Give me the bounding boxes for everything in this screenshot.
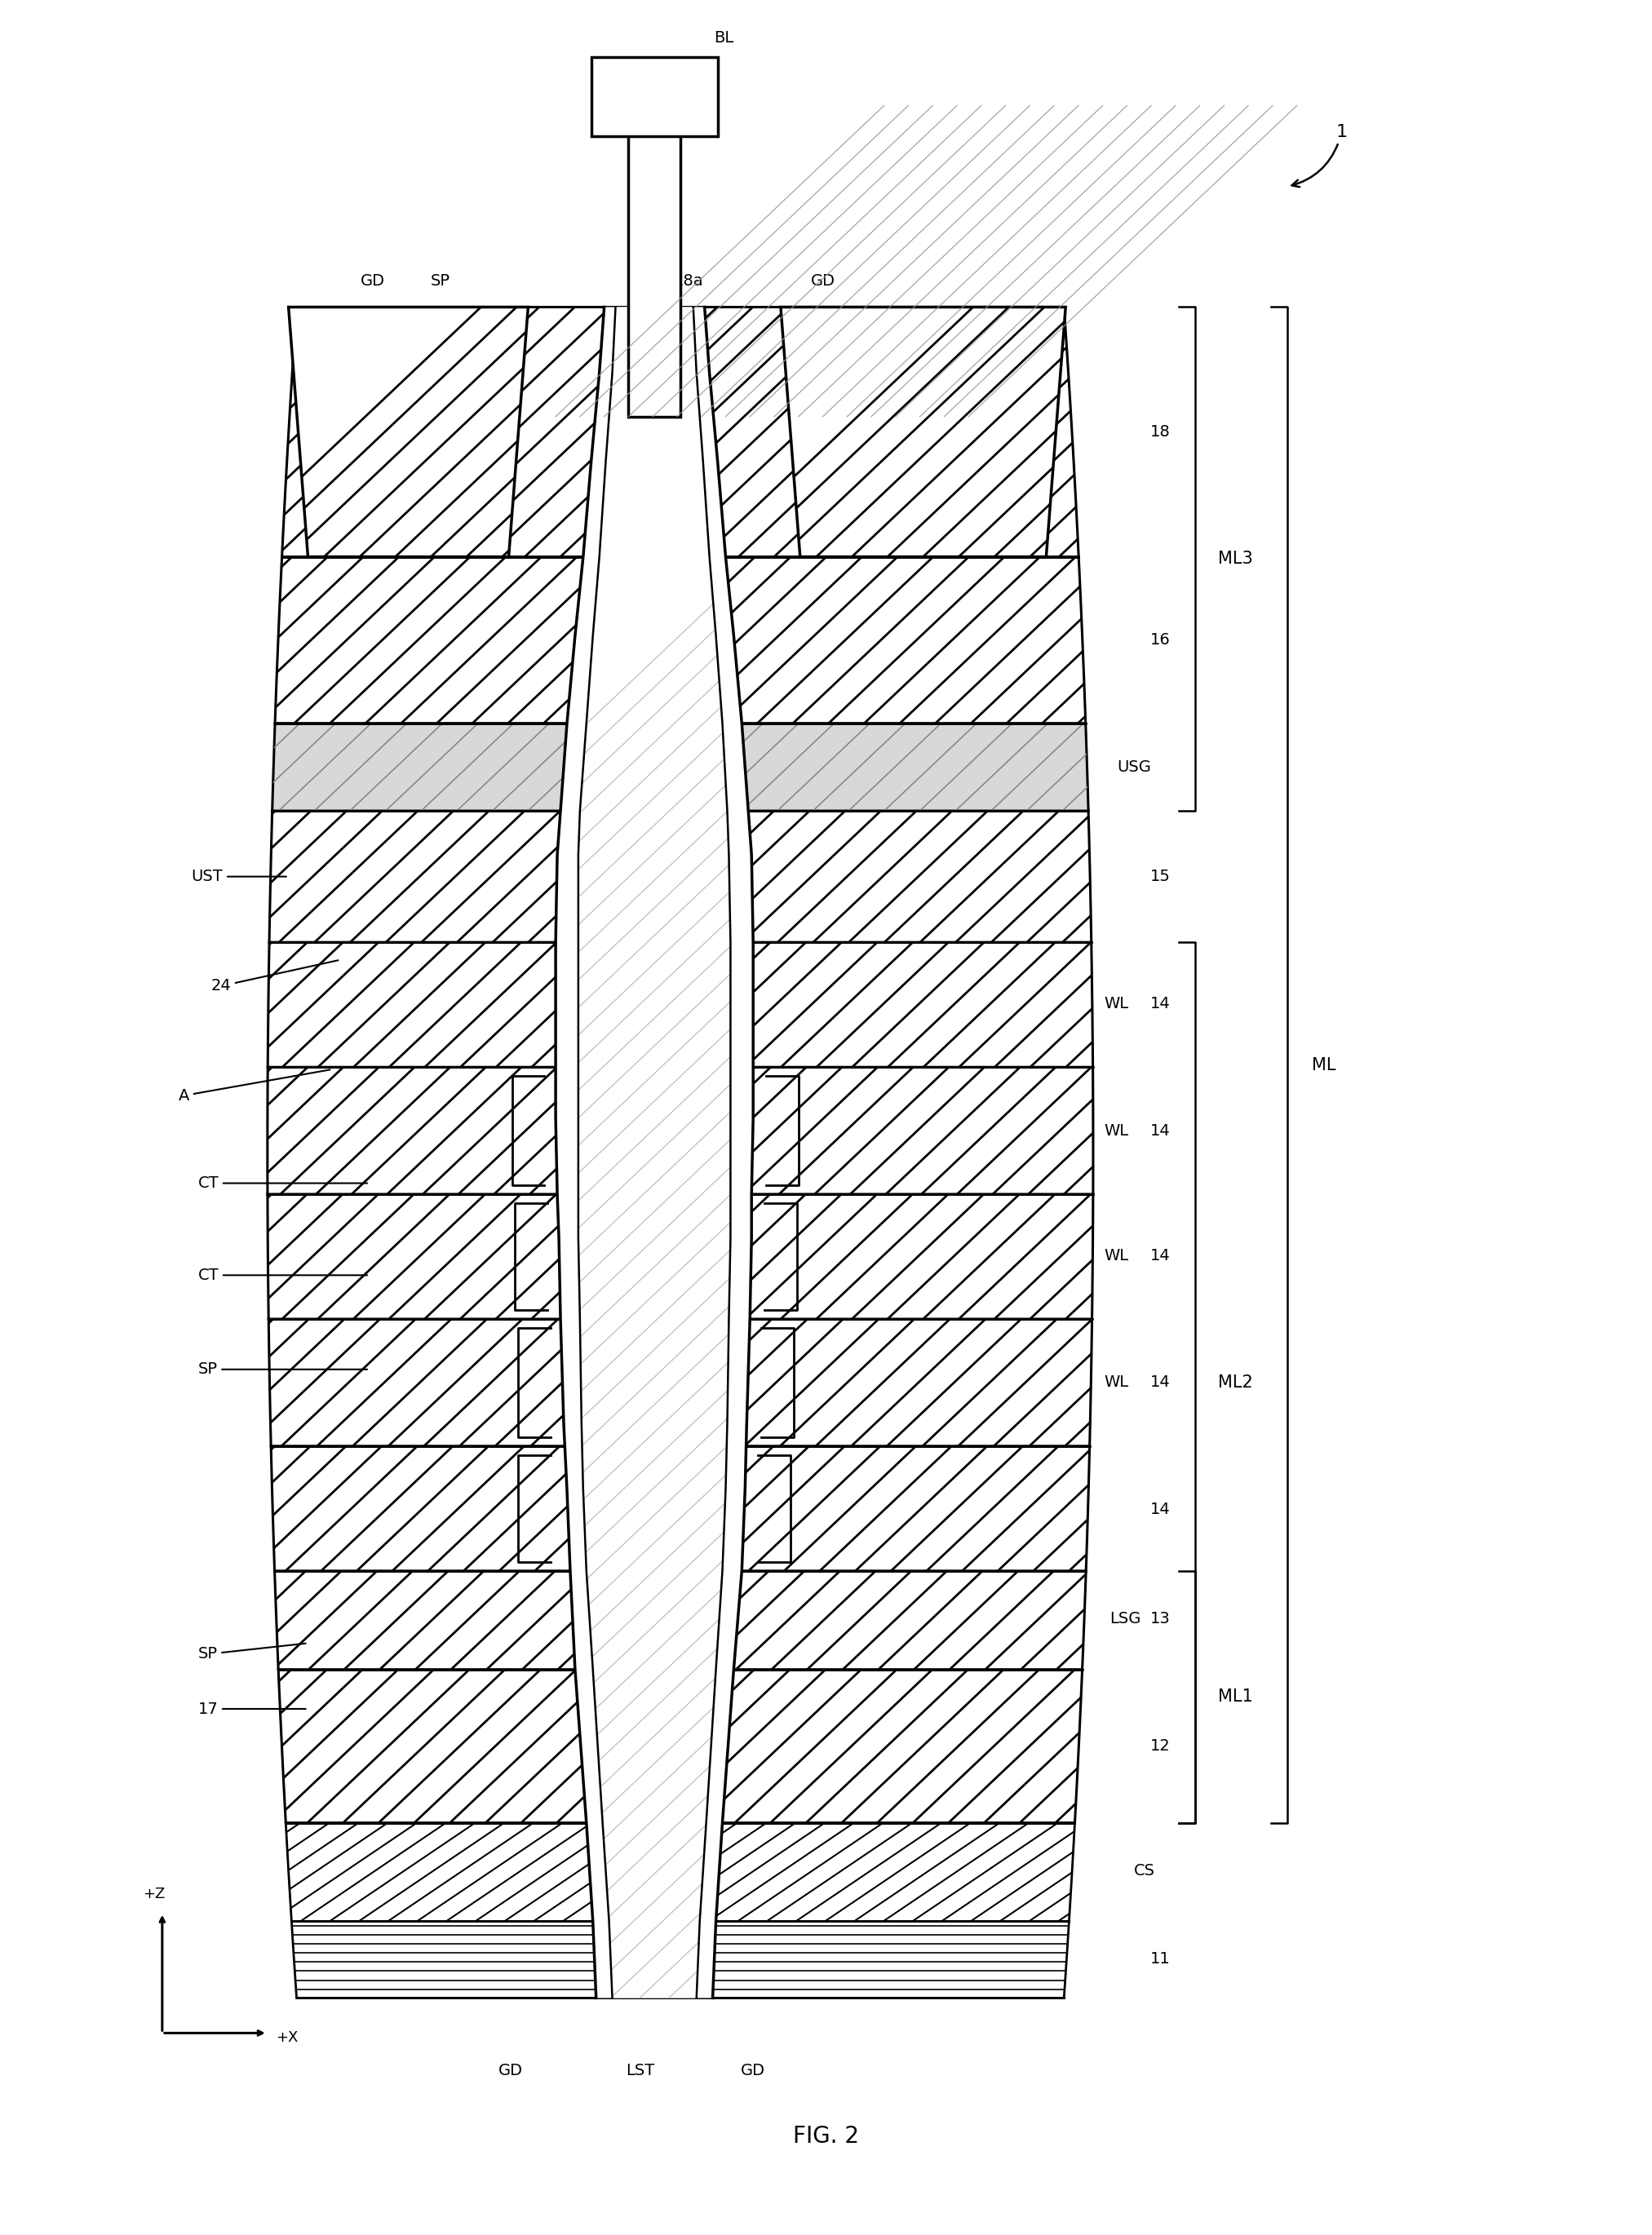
Text: 13: 13 bbox=[1150, 1611, 1170, 1627]
Text: 12: 12 bbox=[1150, 1739, 1170, 1754]
Polygon shape bbox=[781, 306, 1066, 557]
Text: 14: 14 bbox=[1150, 1375, 1170, 1390]
Text: WL: WL bbox=[1105, 1247, 1128, 1263]
Text: CT: CT bbox=[198, 1267, 367, 1283]
Text: 14: 14 bbox=[1150, 1502, 1170, 1518]
Text: BL: BL bbox=[714, 29, 733, 45]
Text: WL: WL bbox=[1105, 1375, 1128, 1390]
Polygon shape bbox=[269, 811, 1092, 943]
Text: GD: GD bbox=[811, 273, 834, 288]
Polygon shape bbox=[271, 1446, 1090, 1571]
PathPatch shape bbox=[286, 1824, 1075, 1922]
Text: 11: 11 bbox=[1150, 1951, 1170, 1967]
Text: SP: SP bbox=[198, 1361, 367, 1377]
Text: 18: 18 bbox=[1150, 425, 1170, 440]
Text: 1: 1 bbox=[1292, 123, 1348, 188]
Text: 14: 14 bbox=[1150, 1247, 1170, 1263]
Text: GD: GD bbox=[360, 273, 385, 288]
Text: 17: 17 bbox=[198, 1701, 306, 1716]
Text: ML1: ML1 bbox=[1218, 1690, 1252, 1705]
Polygon shape bbox=[268, 1066, 1094, 1193]
Text: CS: CS bbox=[1133, 1864, 1155, 1880]
Text: +X: +X bbox=[276, 2029, 297, 2045]
Bar bbox=[628, 105, 681, 416]
Text: ML3: ML3 bbox=[1218, 550, 1252, 568]
Text: 14: 14 bbox=[1150, 1122, 1170, 1138]
Polygon shape bbox=[274, 557, 1085, 724]
Text: LST: LST bbox=[626, 2063, 654, 2079]
Text: USG: USG bbox=[1117, 760, 1151, 776]
Text: GD: GD bbox=[497, 2063, 522, 2079]
PathPatch shape bbox=[578, 306, 730, 1998]
Polygon shape bbox=[289, 306, 529, 557]
Polygon shape bbox=[268, 943, 1094, 1066]
Text: WL: WL bbox=[1105, 997, 1128, 1012]
Polygon shape bbox=[273, 724, 1089, 811]
Polygon shape bbox=[286, 1824, 1075, 1922]
Text: LSG: LSG bbox=[1110, 1611, 1140, 1627]
Polygon shape bbox=[278, 1670, 1082, 1824]
Text: 14: 14 bbox=[1150, 997, 1170, 1012]
Text: CT: CT bbox=[198, 1176, 367, 1191]
Bar bbox=[628, 105, 681, 416]
Text: 16: 16 bbox=[1150, 633, 1170, 648]
Polygon shape bbox=[269, 1319, 1092, 1446]
Polygon shape bbox=[282, 306, 1079, 557]
Text: GD: GD bbox=[740, 2063, 765, 2079]
Text: ML: ML bbox=[1312, 1057, 1336, 1073]
Text: ML2: ML2 bbox=[1218, 1375, 1252, 1390]
Text: +Z: +Z bbox=[144, 1886, 165, 1902]
Text: WL: WL bbox=[1105, 1122, 1128, 1138]
Bar bbox=[591, 58, 717, 136]
Text: A: A bbox=[178, 1071, 330, 1104]
Text: SP: SP bbox=[198, 1643, 306, 1663]
Text: 15: 15 bbox=[1150, 869, 1170, 885]
Text: 18a: 18a bbox=[674, 273, 704, 288]
Text: 24: 24 bbox=[211, 961, 339, 995]
Polygon shape bbox=[274, 1571, 1085, 1670]
Text: SP: SP bbox=[431, 273, 451, 288]
Polygon shape bbox=[268, 1193, 1094, 1319]
Text: FIG. 2: FIG. 2 bbox=[793, 2125, 859, 2148]
Polygon shape bbox=[555, 306, 753, 1998]
Text: UST: UST bbox=[192, 869, 286, 885]
